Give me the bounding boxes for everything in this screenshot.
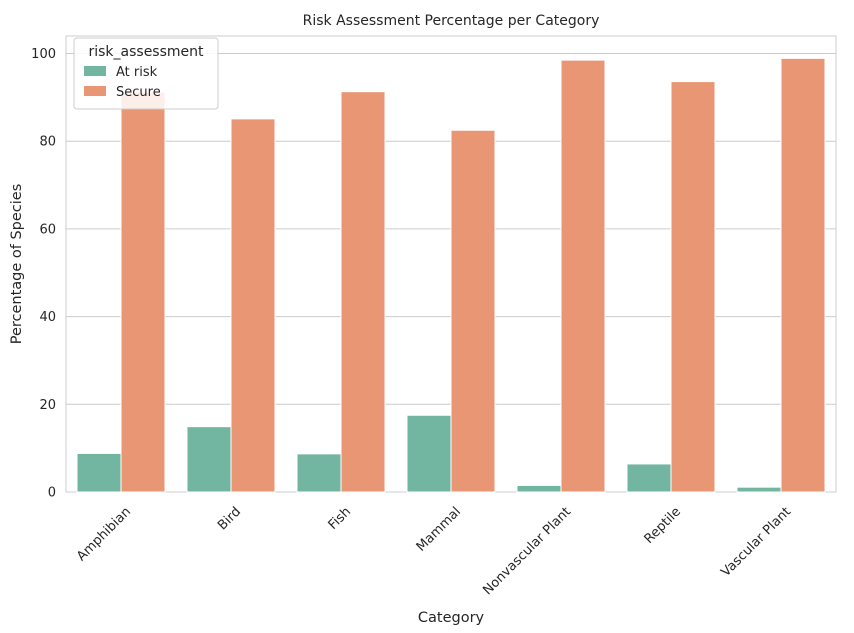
bar-secure [780,57,826,493]
bar-secure [340,91,386,493]
bar-at-risk [516,484,562,493]
x-axis-label: Category [418,610,485,626]
bar-at-risk [296,453,342,493]
y-tick-label: 60 [39,222,56,237]
legend-box [73,37,219,110]
y-tick-label: 40 [39,310,56,325]
bar-secure [450,129,496,493]
legend: risk_assessment At risk Secure [73,37,219,110]
bar-at-risk [76,452,122,493]
y-tick-label: 20 [39,398,56,413]
bar-at-risk [626,463,672,493]
legend-title: risk_assessment [88,44,204,60]
y-tick-label: 80 [39,135,56,150]
legend-label-at-risk: At risk [116,65,158,80]
bar-secure [120,91,166,493]
legend-swatch-at-risk [84,66,106,76]
chart-title: Risk Assessment Percentage per Category [303,13,600,29]
bar-at-risk [736,486,782,493]
legend-swatch-secure [84,86,106,96]
bar-secure [230,118,276,493]
bar-at-risk [406,414,452,493]
bar-secure [670,81,716,493]
legend-label-secure: Secure [116,85,161,100]
y-tick-label: 0 [48,486,56,501]
y-tick-label: 100 [31,47,56,62]
bars [76,57,826,493]
y-axis-label: Percentage of Species [9,184,25,345]
bar-at-risk [186,426,232,493]
bar-secure [560,59,606,493]
